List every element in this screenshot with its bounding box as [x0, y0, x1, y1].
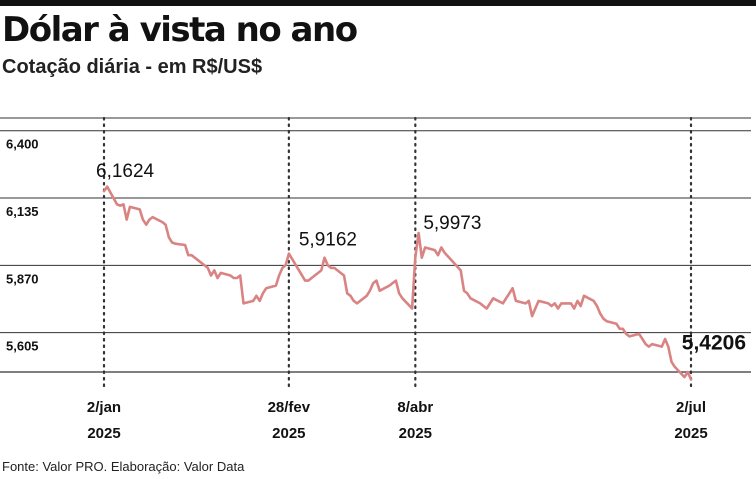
y-tick-label: 6,400 — [6, 137, 39, 152]
x-tick-label: 8/abr — [397, 399, 433, 416]
x-tick-label: 2/jul — [676, 399, 706, 416]
top-rule — [0, 0, 756, 6]
data-label: 5,9973 — [423, 213, 481, 234]
x-tick-year: 2025 — [399, 425, 432, 442]
x-tick-label: 28/fev — [268, 399, 311, 416]
x-tick-year: 2025 — [87, 425, 120, 442]
x-tick-label: 2/jan — [87, 399, 121, 416]
x-tick-year: 2025 — [272, 425, 305, 442]
chart-subtitle: Cotação diária - em R$/US$ — [2, 56, 263, 78]
data-label: 6,1624 — [96, 161, 155, 182]
series-line — [102, 185, 693, 381]
y-tick-label: 5,870 — [6, 271, 39, 286]
data-label: 5,4206 — [682, 331, 746, 354]
x-tick-year: 2025 — [674, 425, 707, 442]
y-tick-label: 5,605 — [6, 339, 39, 354]
y-tick-label: 6,135 — [6, 204, 39, 219]
source-note: Fonte: Valor PRO. Elaboração: Valor Data — [2, 459, 245, 474]
data-label: 5,9162 — [299, 230, 357, 251]
chart-title: Dólar à vista no ano — [2, 10, 358, 50]
